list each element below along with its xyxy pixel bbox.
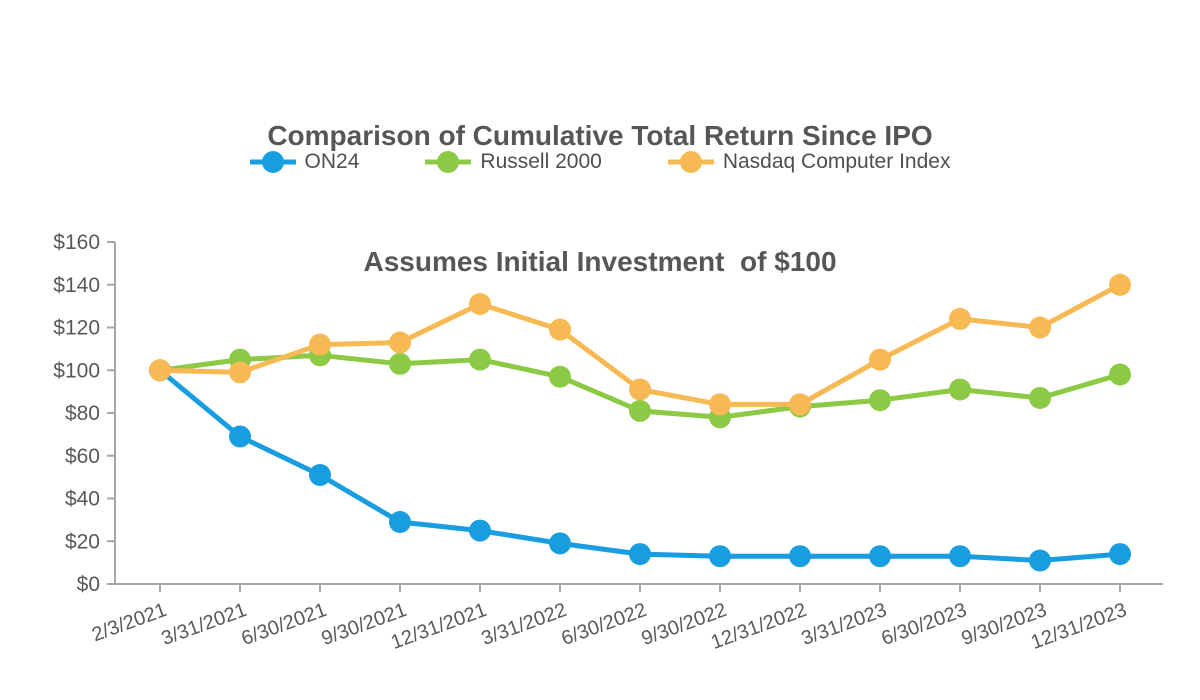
data-point-marker — [389, 511, 411, 533]
data-point-marker — [1109, 363, 1131, 386]
data-point-marker — [1029, 549, 1051, 572]
data-point-marker — [309, 464, 331, 486]
y-tick-label: $0 — [77, 573, 100, 596]
on24-line-marker-icon — [249, 151, 296, 173]
data-point-marker — [549, 532, 571, 555]
data-point-marker — [389, 352, 411, 375]
x-tick-label: 3/31/2022 — [479, 599, 570, 650]
data-point-marker — [869, 389, 891, 412]
russell-2000-line-marker-icon — [425, 151, 472, 173]
legend-label-russell-2000: Russell 2000 — [480, 150, 602, 173]
data-point-marker — [549, 318, 571, 341]
chart-title-block: Comparison of Cumulative Total Return Si… — [0, 31, 1200, 367]
data-point-marker — [469, 519, 491, 542]
y-tick-label: $20 — [65, 530, 100, 553]
legend-label-on24: ON24 — [304, 150, 360, 173]
x-tick-label: 6/30/2022 — [559, 599, 650, 650]
data-point-marker — [469, 348, 491, 371]
data-point-marker — [789, 545, 811, 568]
data-point-marker — [629, 543, 651, 566]
data-point-marker — [709, 393, 731, 416]
y-tick-label: $120 — [53, 317, 100, 340]
legend-label-nasdaq-computer-index: Nasdaq Computer Index — [722, 150, 951, 173]
data-point-marker — [949, 545, 971, 568]
y-axis: $0 $20 $40 $60 $80 $100 $120 $140 $160 — [53, 231, 115, 596]
x-tick-label: 3/31/2021 — [159, 599, 250, 650]
x-tick-label: 6/30/2023 — [879, 599, 970, 650]
x-tick-label: 6/30/2021 — [239, 599, 330, 650]
data-point-marker — [389, 331, 411, 354]
data-point-marker — [709, 545, 731, 568]
data-point-marker — [1029, 387, 1051, 409]
data-point-marker — [1029, 316, 1051, 339]
y-tick-label: $60 — [65, 445, 100, 468]
nasdaq-computer-index-line-marker-icon — [667, 151, 714, 173]
data-point-marker — [469, 293, 491, 315]
y-tick-label: $160 — [53, 231, 100, 254]
y-tick-label: $40 — [65, 488, 100, 511]
y-tick-label: $140 — [53, 274, 100, 297]
y-tick-label: $100 — [53, 359, 100, 382]
data-point-marker — [149, 359, 171, 382]
data-point-marker — [1109, 543, 1131, 566]
data-point-marker — [869, 348, 891, 371]
data-point-marker — [309, 333, 331, 356]
data-point-marker — [229, 425, 251, 448]
data-point-marker — [869, 545, 891, 568]
data-point-marker — [1109, 273, 1131, 296]
data-point-marker — [549, 365, 571, 388]
data-point-marker — [629, 378, 651, 401]
data-point-marker — [629, 399, 651, 422]
legend-item-nasdaq-computer-index: Nasdaq Computer Index — [667, 150, 951, 174]
data-point-marker — [949, 307, 971, 330]
data-point-marker — [229, 361, 251, 384]
series-nasdaq-computer-index — [149, 273, 1131, 416]
y-tick-label: $80 — [65, 402, 100, 425]
chart-legend: ON24 Russell 2000 Nasdaq Computer Index — [0, 150, 1200, 174]
chart-title: Comparison of Cumulative Total Return Si… — [267, 120, 933, 151]
legend-item-on24: ON24 — [249, 150, 360, 174]
x-tick-label: 2/3/2021 — [89, 599, 170, 646]
chart-subtitle: Assumes Initial Investment of $100 — [363, 246, 837, 277]
legend-item-russell-2000: Russell 2000 — [425, 150, 602, 174]
data-point-marker — [789, 393, 811, 416]
x-tick-label: 3/31/2023 — [799, 599, 890, 650]
data-point-marker — [949, 378, 971, 401]
x-axis: 2/3/20213/31/20216/30/20219/30/202112/31… — [89, 584, 1130, 654]
